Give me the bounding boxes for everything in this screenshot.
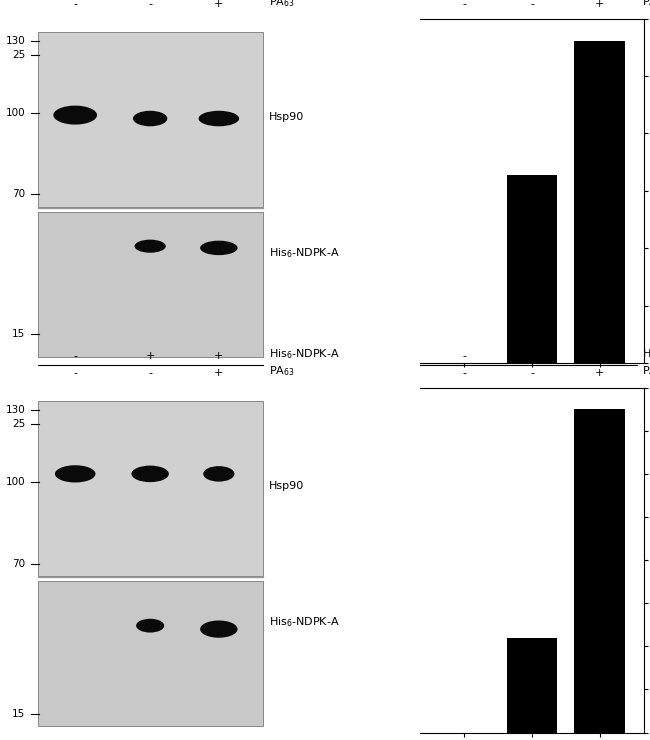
Ellipse shape (53, 106, 97, 124)
Ellipse shape (203, 466, 235, 482)
Text: -: - (530, 368, 534, 378)
Text: +: + (146, 351, 155, 360)
Text: PA$_{63}$: PA$_{63}$ (642, 364, 650, 378)
Text: -: - (462, 0, 467, 9)
Text: His$_6$-NDPK-A: His$_6$-NDPK-A (269, 347, 339, 360)
Text: Hsp90: Hsp90 (269, 112, 304, 122)
Text: +: + (595, 0, 604, 9)
Text: -: - (73, 368, 77, 378)
Text: 70: 70 (12, 189, 25, 200)
Text: +: + (595, 368, 604, 378)
Bar (38, 33, 263, 206)
Text: +: + (214, 351, 224, 360)
Ellipse shape (136, 619, 164, 633)
Text: -: - (462, 368, 467, 378)
Bar (38, 212, 263, 357)
Text: 100: 100 (6, 108, 25, 118)
Text: 15: 15 (12, 329, 25, 339)
Bar (38, 581, 263, 726)
Text: -: - (462, 351, 467, 360)
Text: -: - (530, 0, 534, 9)
Text: Hsp90: Hsp90 (269, 481, 304, 491)
Text: 70: 70 (12, 559, 25, 568)
Text: -: - (148, 368, 152, 378)
Text: His$_6$-NDPK-A: His$_6$-NDPK-A (269, 615, 339, 629)
Ellipse shape (131, 465, 169, 482)
Bar (506, 638, 557, 733)
Ellipse shape (133, 111, 167, 127)
Bar (574, 41, 625, 363)
Text: His$_6$-NDPK-A: His$_6$-NDPK-A (269, 246, 339, 260)
Text: 130: 130 (5, 36, 25, 46)
Text: -: - (73, 0, 77, 9)
Ellipse shape (198, 111, 239, 127)
Text: +: + (595, 351, 604, 360)
Ellipse shape (55, 465, 96, 482)
Text: PA$_{63}$: PA$_{63}$ (269, 364, 294, 378)
Text: 130: 130 (5, 405, 25, 415)
Text: 15: 15 (12, 709, 25, 719)
Text: -: - (148, 0, 152, 9)
Bar (506, 175, 557, 363)
Text: PA$_{63}$: PA$_{63}$ (269, 0, 294, 9)
Ellipse shape (200, 240, 237, 255)
Ellipse shape (135, 240, 166, 253)
Bar (38, 401, 263, 576)
Text: 25: 25 (12, 50, 25, 60)
Text: +: + (527, 351, 537, 360)
Text: 100: 100 (6, 477, 25, 488)
Text: 25: 25 (12, 419, 25, 429)
Text: PA$_{63}$: PA$_{63}$ (642, 0, 650, 9)
Ellipse shape (200, 620, 237, 638)
Text: +: + (214, 368, 224, 378)
Text: -: - (73, 351, 77, 360)
Text: His$_6$-NDPK-A: His$_6$-NDPK-A (642, 347, 650, 360)
Bar (574, 409, 625, 733)
Text: +: + (214, 0, 224, 9)
